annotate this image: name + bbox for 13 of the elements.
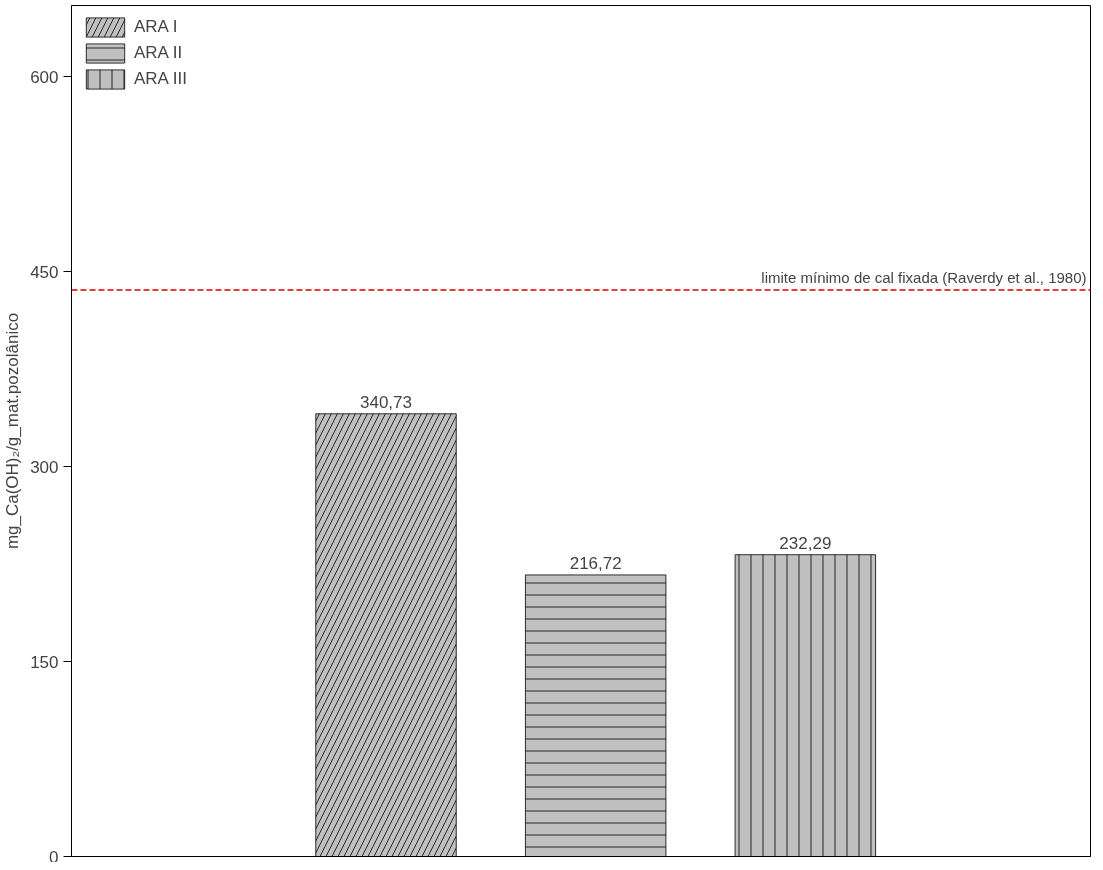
y-axis-title: mg_Ca(OH)₂/g_mat.pozolânico (3, 312, 23, 550)
y-tick-label: 600 (30, 67, 59, 87)
y-tick-label: 450 (30, 262, 59, 282)
legend-label: ARA I (134, 17, 178, 37)
data-label: 340,73 (360, 392, 413, 412)
legend-label: ARA III (134, 69, 187, 89)
ref-line-label: limite mínimo de cal fixada (Raverdy et al., 1980) (761, 269, 1087, 287)
data-label: 232,29 (779, 533, 832, 553)
y-tick-label: 300 (30, 457, 59, 477)
y-tick-label: 150 (30, 652, 59, 672)
data-label: 216,72 (569, 553, 622, 573)
legend-label: ARA II (134, 43, 183, 63)
y-tick-label: 0 (49, 847, 59, 867)
